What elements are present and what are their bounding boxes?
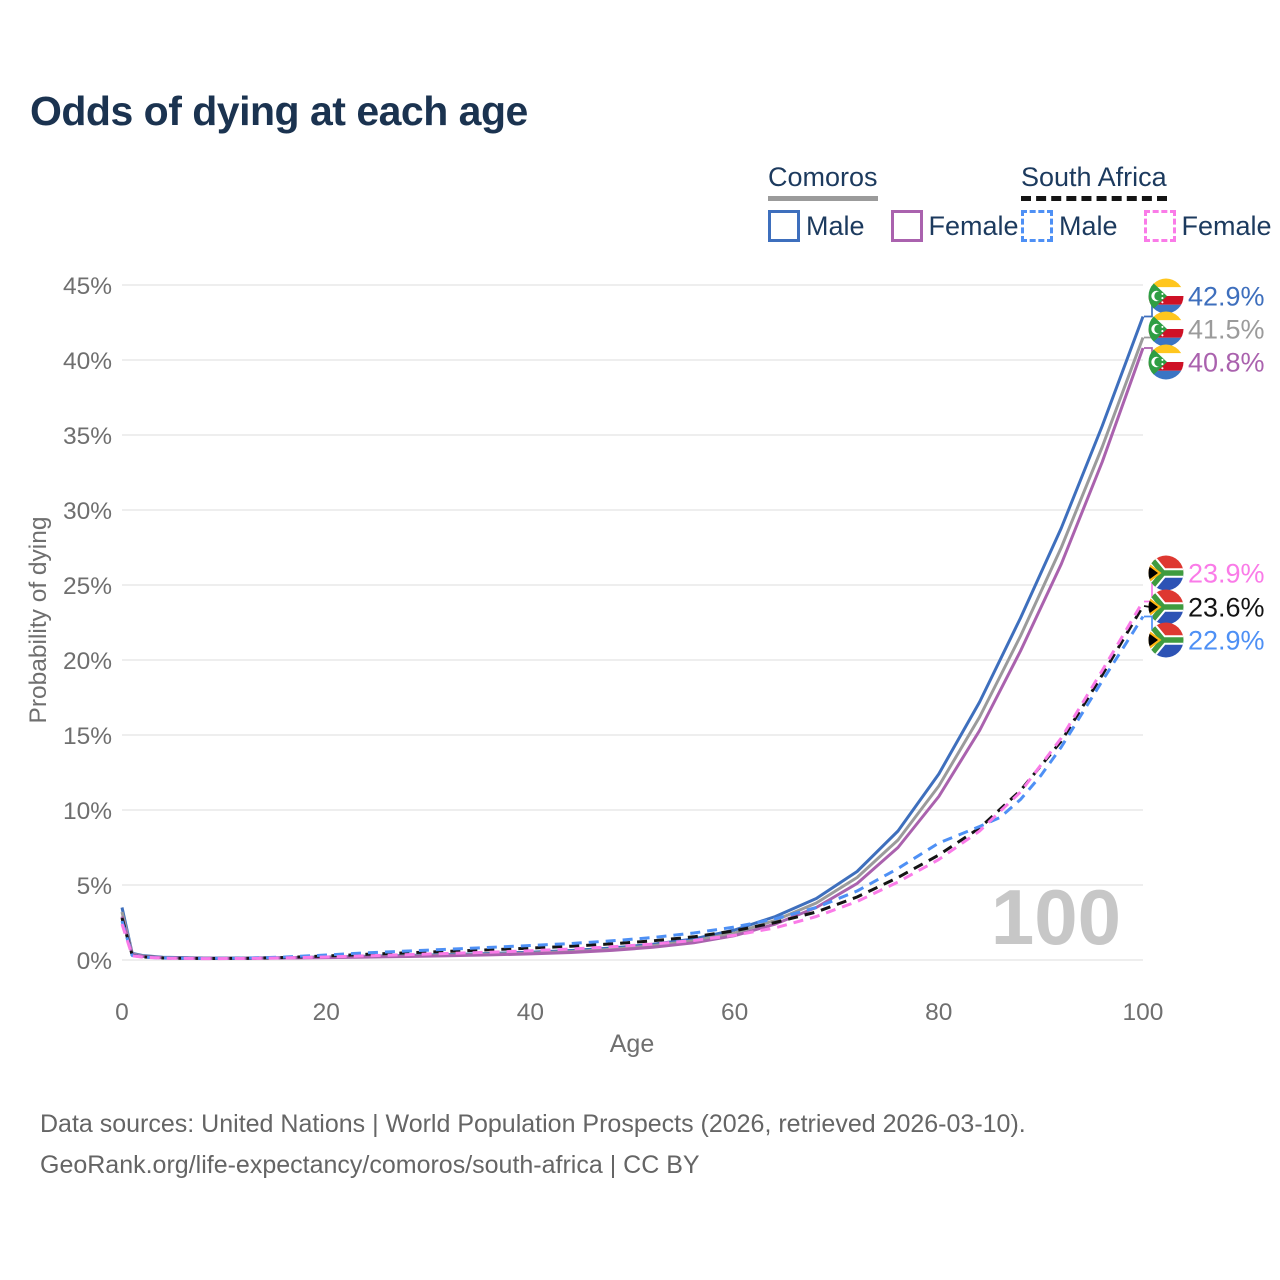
legend-item-comoros-male[interactable]: Male (768, 210, 865, 242)
x-axis-tick-labels: 0 20 40 60 80 100 (115, 999, 1163, 1026)
series-line-comoros-female (120, 347, 1145, 960)
legend-item-label: Male (1059, 210, 1118, 241)
svg-text:20%: 20% (63, 648, 112, 675)
svg-text:10%: 10% (63, 798, 112, 825)
x-axis-title: Age (610, 1030, 654, 1058)
end-label-south-africa-female: 23.9% (1188, 559, 1265, 589)
south-africa-male-swatch-icon (1021, 210, 1053, 242)
comoros-female-swatch-icon (890, 210, 923, 242)
svg-text:30%: 30% (63, 498, 112, 525)
series-line-south-africa-female (120, 600, 1145, 961)
legend-item-south-africa-female[interactable]: Female (1143, 210, 1272, 242)
gridlines (122, 284, 1143, 961)
end-label-south-africa-all: 23.6% (1188, 593, 1265, 623)
series-line-comoros-male (120, 315, 1145, 960)
svg-text:40: 40 (517, 999, 544, 1026)
end-label-comoros-female: 40.8% (1188, 348, 1265, 378)
svg-text:40%: 40% (63, 348, 112, 375)
legend-item-label: Female (1181, 210, 1272, 241)
svg-text:20: 20 (313, 999, 340, 1026)
end-label-comoros-all: 41.5% (1188, 315, 1265, 345)
series-lines (120, 315, 1145, 961)
south-africa-flag-icon (1148, 589, 1184, 625)
legend-item-label: Male (806, 210, 865, 241)
svg-text:45%: 45% (63, 273, 112, 300)
legend-item-label: Female (928, 210, 1019, 241)
svg-text:15%: 15% (63, 723, 112, 750)
series-line-south-africa-all (120, 605, 1145, 960)
svg-text:0%: 0% (77, 948, 112, 975)
y-axis-tick-labels: 0% 5% 10% 15% 20% 25% 30% 35% 40% 45% (63, 273, 112, 975)
svg-text:80: 80 (925, 999, 952, 1026)
legend-item-comoros-female[interactable]: Female (890, 210, 1019, 242)
series-line-comoros-all (120, 336, 1145, 960)
svg-text:5%: 5% (77, 873, 112, 900)
comoros-flag-icon (1148, 278, 1184, 314)
comoros-flag-icon (1148, 311, 1184, 347)
data-sources-line1: Data sources: United Nations | World Pop… (40, 1110, 1026, 1138)
legend-group-comoros: Comoros Male Female (768, 162, 1037, 242)
end-label-comoros-male: 42.9% (1188, 282, 1265, 312)
data-sources-note: Data sources: United Nations | World Pop… (40, 1104, 1026, 1186)
svg-text:60: 60 (721, 999, 748, 1026)
comoros-flag-icon (1148, 344, 1184, 380)
series-line-south-africa-male (120, 615, 1145, 960)
south-africa-flag-icon (1148, 555, 1184, 591)
age-watermark: 100 (991, 873, 1121, 961)
legend-group-south-africa: South Africa Male Female (1021, 162, 1280, 242)
svg-text:25%: 25% (63, 573, 112, 600)
svg-text:35%: 35% (63, 423, 112, 450)
svg-text:100: 100 (1123, 999, 1164, 1026)
y-axis-title: Probability of dying (25, 516, 52, 723)
south-africa-female-swatch-icon (1143, 210, 1176, 242)
south-africa-flag-icon (1148, 622, 1184, 658)
end-label-south-africa-male: 22.9% (1188, 626, 1265, 656)
data-sources-line2: GeoRank.org/life-expectancy/comoros/sout… (40, 1151, 700, 1179)
comoros-male-swatch-icon (768, 210, 800, 242)
legend-heading-south-africa: South Africa (1021, 162, 1167, 201)
page-title: Odds of dying at each age (30, 88, 528, 134)
end-value-labels: 42.9%41.5%40.8% 23.9% 23.6%22.9% (1143, 278, 1265, 658)
legend-heading-comoros: Comoros (768, 162, 878, 201)
svg-text:0: 0 (115, 999, 129, 1026)
legend-item-south-africa-male[interactable]: Male (1021, 210, 1118, 242)
